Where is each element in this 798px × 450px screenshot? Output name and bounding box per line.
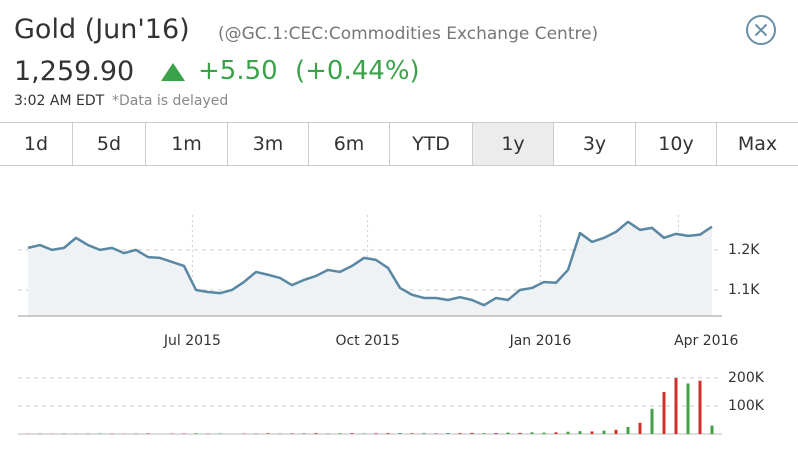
volume-bar [614, 429, 618, 434]
range-tabs: 1d 5d 1m 3m 6m YTD 1y 3y 10y Max [0, 122, 798, 166]
volume-bar [98, 433, 102, 434]
range-tab[interactable]: 3y [553, 123, 635, 165]
y-tick-label: 1.1K [728, 282, 760, 298]
range-tab[interactable]: 3m [227, 123, 308, 165]
volume-bar [710, 425, 714, 434]
up-arrow [161, 63, 185, 81]
range-tab[interactable]: 1y [472, 123, 553, 165]
volume-bar [542, 432, 546, 434]
x-tick-label: Jul 2015 [163, 333, 221, 349]
subtitle: (@GC.1:CEC:Commodities Exchange Centre) [218, 24, 599, 44]
volume-bar [398, 433, 402, 434]
volume-bar [290, 433, 294, 434]
volume-bar [518, 432, 522, 434]
volume-bar [554, 432, 558, 434]
volume-bar [146, 433, 150, 434]
change-percent: (+0.44%) [295, 56, 420, 86]
volume-bar [566, 431, 570, 434]
volume-bar [350, 433, 354, 434]
volume-bar [530, 432, 534, 434]
x-tick-label: Oct 2015 [335, 333, 399, 349]
volume-bar [446, 433, 450, 434]
volume-bar [638, 422, 642, 434]
change: +5.50 [198, 56, 278, 86]
volume-bar [662, 391, 666, 434]
volume-bar [590, 431, 594, 434]
y-tick-label: 1.2K [728, 242, 760, 258]
volume-bar [410, 433, 414, 434]
volume-bar [374, 433, 378, 434]
volume-bar [422, 433, 426, 434]
volume-bar [434, 433, 438, 434]
time: 3:02 AM EDT [14, 93, 105, 109]
volume-bar [362, 433, 366, 434]
volume-bar [698, 380, 702, 434]
y-tick-label: 100K [728, 398, 765, 414]
volume-bar [602, 430, 606, 434]
volume-bar [326, 433, 330, 434]
volume-bar [578, 431, 582, 434]
volume-bar [506, 432, 510, 434]
x-tick-label: Apr 2016 [674, 333, 738, 349]
range-tab[interactable]: 10y [635, 123, 716, 165]
volume-bar [254, 433, 258, 434]
volume-bar [314, 433, 318, 434]
range-tab[interactable]: 1m [145, 123, 227, 165]
area [28, 221, 712, 316]
volume-bar [686, 383, 690, 434]
volume-bar [182, 433, 186, 434]
volume-bar [674, 377, 678, 434]
volume-bar [266, 433, 270, 434]
y-tick-label: 200K [728, 370, 765, 386]
x-tick-label: Jan 2016 [509, 333, 572, 349]
delay-note: *Data is delayed [112, 93, 229, 109]
volume-bar [302, 433, 306, 434]
volume-bar [458, 433, 462, 434]
volume-bar [218, 433, 222, 434]
range-tab[interactable]: YTD [389, 123, 472, 165]
volume-bar [470, 432, 474, 434]
volume-bar [62, 433, 66, 434]
price: 1,259.90 [14, 56, 135, 87]
volume-bar [194, 433, 198, 434]
range-tab[interactable]: 1d [23, 133, 49, 155]
volume-bar [482, 433, 486, 434]
volume-bar [626, 426, 630, 434]
close-button[interactable] [745, 14, 777, 46]
volume-bar [338, 433, 342, 434]
title: Gold (Jun'16) [14, 14, 190, 45]
range-tab[interactable]: Max [716, 123, 798, 165]
price-line [27, 220, 713, 307]
volume-bar [494, 433, 498, 434]
volume-bar [650, 408, 654, 434]
range-tab[interactable]: 5d [72, 123, 145, 165]
range-tab[interactable]: 6m [308, 123, 389, 165]
volume-bar [386, 433, 390, 434]
